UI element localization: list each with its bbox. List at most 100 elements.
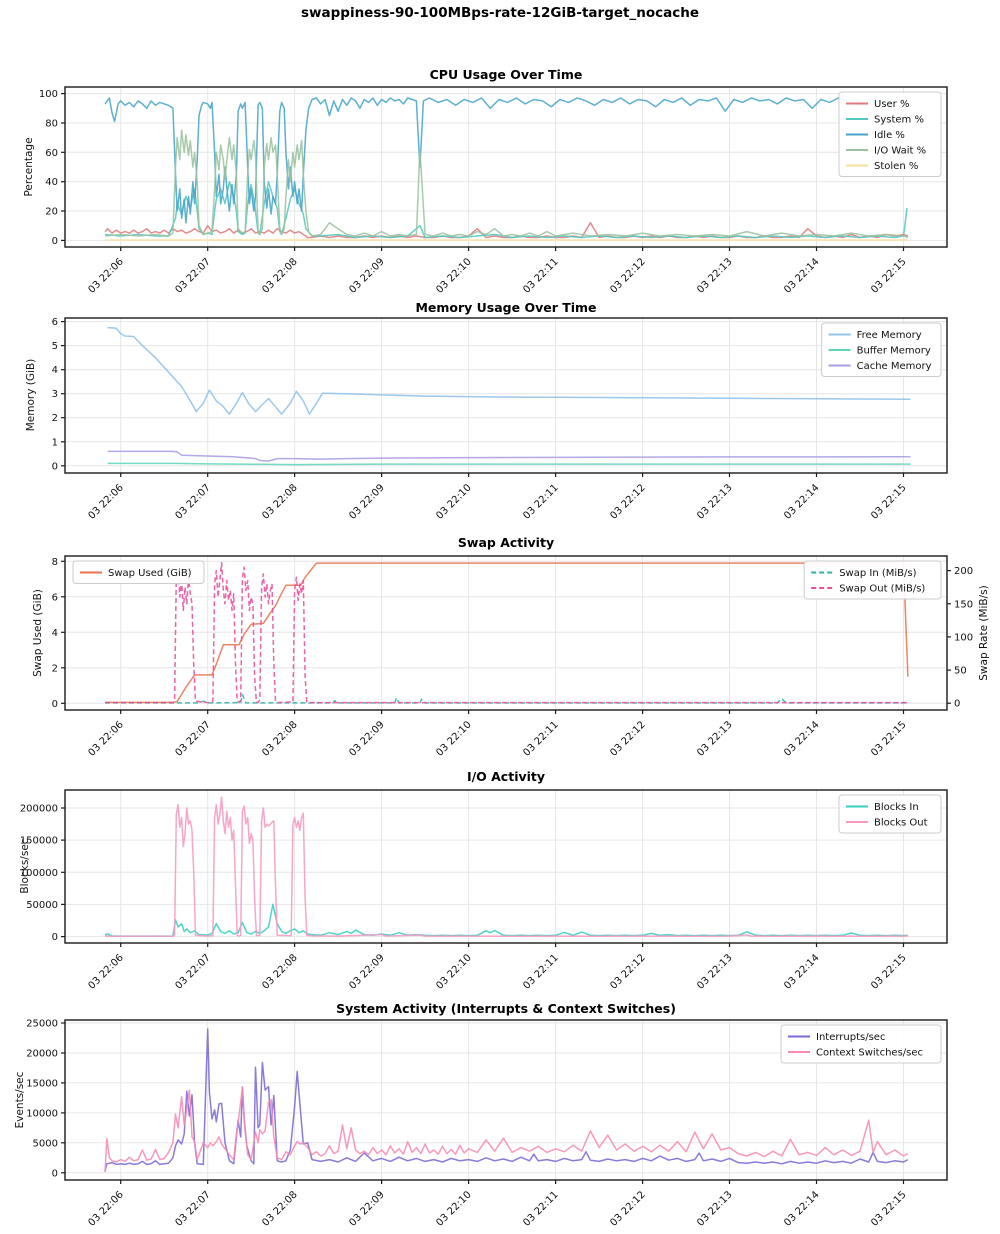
y-tick-label: 0 [52,1168,58,1179]
x-tick-label: 03 22:13 [695,719,734,758]
y-tick-label: 40 [45,177,58,188]
x-tick-label: 03 22:07 [173,952,212,991]
y-tick-label-right: 0 [954,699,960,710]
x-tick-label: 03 22:14 [782,719,821,758]
x-tick-label: 03 22:06 [86,952,125,991]
y-tick-label: 15000 [26,1078,58,1089]
x-tick-label: 03 22:12 [608,952,647,991]
x-tick-label: 03 22:14 [782,1189,821,1228]
x-tick-label: 03 22:11 [521,719,560,758]
y-tick-label: 6 [52,317,58,328]
y-tick-label: 60 [45,148,58,159]
x-tick-label: 03 22:13 [695,256,734,295]
y-tick-label: 4 [52,365,58,376]
x-tick-label: 03 22:06 [86,719,125,758]
y-tick-label: 5 [52,341,58,352]
x-tick-label: 03 22:10 [434,952,473,991]
series-line-free-memory [107,326,911,415]
legend-label: Interrupts/sec [816,1032,885,1043]
legend-box [838,794,942,834]
chart-2: 0 2 4 6 8 0 50 100 150 200 03 22:06 03 22:07 03 22:0… [52,555,973,759]
x-tick-label: 03 22:06 [86,1189,125,1228]
y-tick-label: 0 [52,236,58,247]
x-tick-label: 03 22:07 [173,1189,212,1228]
x-tick-label: 03 22:11 [521,1189,560,1228]
x-tick-label: 03 22:09 [347,952,386,991]
x-tick-label: 03 22:06 [86,482,125,521]
y-tick-label: 200000 [20,804,58,815]
y-tick-label: 2 [52,413,58,424]
x-tick-label: 03 22:08 [260,256,299,295]
x-tick-label: 03 22:12 [608,719,647,758]
x-tick-label: 03 22:10 [434,256,473,295]
y-tick-label: 50000 [26,900,58,911]
plot-border [64,555,948,711]
x-tick-label: 03 22:12 [608,482,647,521]
x-tick-label: 03 22:09 [347,256,386,295]
x-tick-label: 03 22:12 [608,1189,647,1228]
legend-box [821,322,942,377]
series-line-i-o-wait [104,129,909,239]
legend-box [803,560,942,600]
chart-title-system: System Activity (Interrupts & Context Sw… [336,1001,676,1016]
legend-label: Cache Memory [857,361,932,372]
x-tick-label: 03 22:13 [695,1189,734,1228]
y-tick-label: 0 [52,699,58,710]
y-tick-label-right: 150 [954,599,973,610]
y-tick-label: 20000 [26,1049,58,1060]
y-tick-label: 80 [45,119,58,130]
y-tick-label: 25000 [26,1019,58,1030]
legend-label: System % [874,115,924,126]
x-tick-label: 03 22:09 [347,482,386,521]
x-tick-label: 03 22:13 [695,952,734,991]
x-tick-label: 03 22:15 [869,719,908,758]
plot-border [64,789,948,944]
x-tick-label: 03 22:07 [173,719,212,758]
x-tick-label: 03 22:14 [782,952,821,991]
y-tick-label-right: 50 [954,666,967,677]
legend-label: Swap Out (MiB/s) [839,584,925,595]
legend-label: Blocks Out [874,818,928,829]
series-line-swap-out-mib-s [105,561,908,704]
chart-title-memory: Memory Usage Over Time [415,300,597,315]
y-tick-label: 1 [52,437,58,448]
x-tick-label: 03 22:09 [347,719,386,758]
y-tick-label: 3 [52,389,58,400]
plot-border [64,317,948,474]
x-tick-label: 03 22:10 [434,1189,473,1228]
y-tick-label: 10000 [26,1108,58,1119]
x-tick-label: 03 22:10 [434,719,473,758]
x-tick-label: 03 22:14 [782,256,821,295]
series-line-idle [104,97,909,224]
legend-label: Swap Used (GiB) [108,568,192,579]
legend-box [72,560,205,584]
x-tick-label: 03 22:15 [869,256,908,295]
legend-box [838,91,942,177]
y-tick-label: 0 [52,461,58,472]
y-tick-label: 4 [52,628,58,639]
y-tick-label: 5000 [33,1138,58,1149]
x-tick-label: 03 22:11 [521,256,560,295]
y-tick-label: 0 [52,932,58,943]
x-tick-label: 03 22:11 [521,952,560,991]
y-tick-label-right: 200 [954,566,973,577]
series-line-system [104,180,908,239]
series-line-buffer-memory [107,462,911,466]
y-tick-label: 8 [52,557,58,568]
series-line-swap-in-mib-s [105,693,908,704]
y-tick-label: 100 [39,89,58,100]
x-tick-label: 03 22:08 [260,719,299,758]
x-tick-label: 03 22:11 [521,482,560,521]
x-tick-label: 03 22:09 [347,1189,386,1228]
legend-label: Context Switches/sec [816,1048,923,1059]
plot-border [64,86,948,248]
x-tick-label: 03 22:06 [86,256,125,295]
chart-title-swap: Swap Activity [457,535,555,550]
x-tick-label: 03 22:15 [869,1189,908,1228]
y-tick-label-right: 100 [954,632,973,643]
plot-border [64,1019,948,1181]
legend-label: I/O Wait % [874,146,926,157]
x-tick-label: 03 22:14 [782,482,821,521]
legend-label: Free Memory [857,330,922,341]
